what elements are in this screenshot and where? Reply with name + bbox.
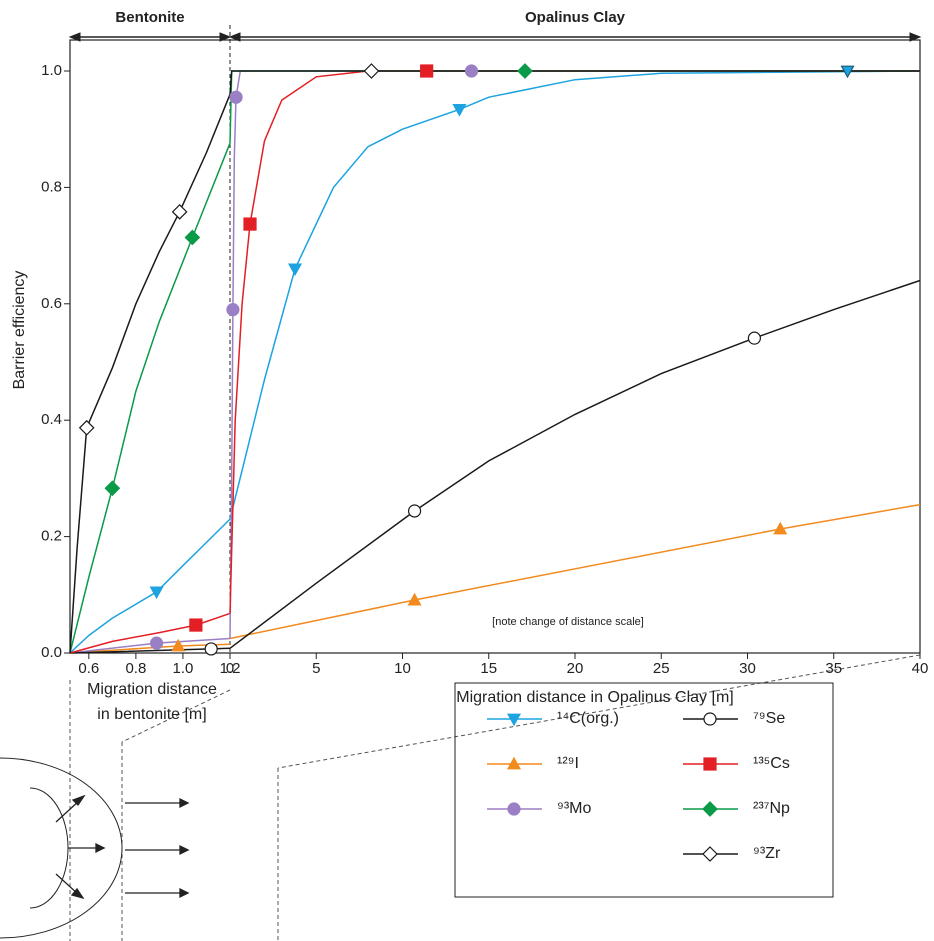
x-tick-label: 0.6 <box>78 660 99 677</box>
legend-label: ²³⁷Np <box>753 800 790 817</box>
outer-arc <box>0 757 123 939</box>
marker <box>104 480 121 497</box>
y-tick-label: 0.6 <box>41 295 62 312</box>
x-tick-label: 0.8 <box>125 660 146 677</box>
annotation: [note change of distance scale] <box>492 616 644 628</box>
y-tick-label: 0.8 <box>41 178 62 195</box>
marker <box>407 504 422 518</box>
marker <box>840 65 855 79</box>
marker <box>78 419 95 436</box>
plot-frame <box>69 39 921 654</box>
x-axis-label: in bentonite [m] <box>97 706 206 723</box>
series-line <box>229 70 920 614</box>
series-line <box>229 70 920 639</box>
legend-label: ¹²⁹I <box>557 755 579 772</box>
y-tick-label: 0.4 <box>41 411 62 428</box>
series-line <box>69 518 231 654</box>
marker <box>703 757 717 771</box>
x-tick-label: 1.2 <box>220 660 241 677</box>
layout <box>0 25 922 941</box>
marker <box>171 638 186 652</box>
marker <box>420 64 434 78</box>
x-tick-label: 15 <box>480 660 497 677</box>
series-line <box>229 70 921 520</box>
series-line <box>69 612 231 654</box>
marker <box>204 642 218 656</box>
marker <box>171 203 188 220</box>
x-tick-label: 1.0 <box>173 660 194 677</box>
x-tick-label: 0 <box>226 660 234 677</box>
marker <box>363 63 380 79</box>
panel-title: Opalinus Clay <box>525 9 626 26</box>
marker <box>773 521 788 535</box>
legend-label: ⁷⁹Se <box>753 710 785 727</box>
y-axis-label: Barrier efficiency <box>11 271 28 390</box>
legend-label: ¹⁴C(org.) <box>557 710 619 727</box>
series-line <box>229 279 921 649</box>
flux-arrows <box>55 794 190 900</box>
marker <box>149 636 164 650</box>
arrow-head <box>909 32 922 42</box>
marker <box>747 331 762 345</box>
x-tick-label: 20 <box>567 660 584 677</box>
marker <box>229 90 243 104</box>
marker <box>288 263 303 277</box>
marker <box>506 713 522 727</box>
legend-label: ⁹³Zr <box>753 845 781 862</box>
marker <box>189 618 203 632</box>
marker <box>506 756 522 770</box>
legend-box <box>454 682 834 898</box>
series-line <box>69 142 231 654</box>
x-tick-label: 35 <box>825 660 842 677</box>
series-line <box>229 70 920 95</box>
y-tick-label: 0.0 <box>41 644 62 661</box>
legend-label: ⁹³Mo <box>557 800 592 817</box>
x-axis-label: Migration distance <box>87 681 217 698</box>
arrow-head <box>68 32 81 42</box>
inner-arc <box>29 787 69 909</box>
y-tick-label: 0.2 <box>41 528 62 545</box>
marker <box>464 64 479 78</box>
legend-label: ¹³⁵Cs <box>753 755 790 772</box>
marker <box>702 801 718 817</box>
series-line <box>229 503 921 640</box>
marker <box>452 104 467 117</box>
marker <box>517 63 533 79</box>
marker <box>149 586 164 600</box>
y-tick-label: 1.0 <box>41 62 62 79</box>
marker <box>507 802 521 816</box>
x-tick-label: 10 <box>394 660 411 677</box>
marker <box>407 592 422 606</box>
series-line <box>229 70 920 144</box>
marker <box>226 303 240 317</box>
arrow-head <box>219 32 232 42</box>
panel-title: Bentonite <box>115 9 184 26</box>
x-tick-label: 30 <box>739 660 756 677</box>
series-line <box>69 94 231 654</box>
marker <box>243 217 257 231</box>
marker <box>702 846 718 862</box>
x-tick-label: 5 <box>312 660 320 677</box>
x-tick-label: 25 <box>653 660 670 677</box>
marker <box>184 229 201 246</box>
x-axis-label: Migration distance in Opalinus Clay [m] <box>456 689 733 706</box>
x-tick-label: 40 <box>912 660 929 677</box>
arrow-head <box>228 32 241 42</box>
marker <box>703 712 717 726</box>
